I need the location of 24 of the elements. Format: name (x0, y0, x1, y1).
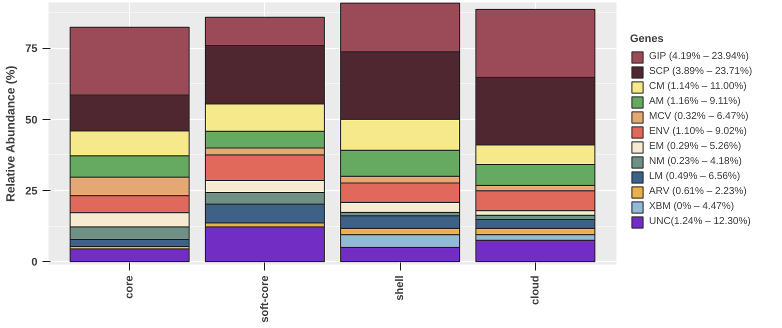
legend-label: ENV (1.10% – 9.02%) (649, 126, 747, 138)
legend-label: GIP (4.19% – 23.94%) (649, 50, 749, 62)
x-tick-label: soft-core (258, 276, 271, 323)
y-tick-label: 0 (31, 256, 38, 269)
legend-label: UNC(1.24% – 12.30%) (649, 216, 751, 228)
legend-label: CM (1.14% – 11.00%) (649, 80, 747, 92)
y-tick-label: 50 (25, 114, 38, 126)
legend-label: XBM (0% – 4.47%) (649, 200, 734, 212)
bar (204, 226, 325, 262)
legend-label: SCP (3.89% – 23.71%) (649, 66, 752, 78)
legend-label: ARV (0.61% – 2.23%) (649, 186, 747, 198)
x-tick-label: shell (394, 275, 406, 301)
y-tick-label: 75 (25, 43, 38, 56)
x-tick-label: core (124, 275, 136, 299)
bar (70, 248, 190, 262)
y-tick-label: 25 (25, 185, 38, 198)
legend-label: EM (0.29% – 5.26%) (649, 140, 742, 152)
legend-label: MCV (0.32% – 6.47%) (649, 110, 748, 122)
x-tick-label: cloud (529, 275, 542, 305)
legend-title: Genes (630, 32, 665, 44)
legend-label: NM (0.23% – 4.18%) (649, 156, 742, 168)
y-axis-title: Relative Abundance (%) (3, 66, 18, 202)
legend-label: LM (0.49% – 6.56%) (649, 170, 740, 182)
legend-label: AM (1.16% – 9.11%) (649, 96, 741, 108)
